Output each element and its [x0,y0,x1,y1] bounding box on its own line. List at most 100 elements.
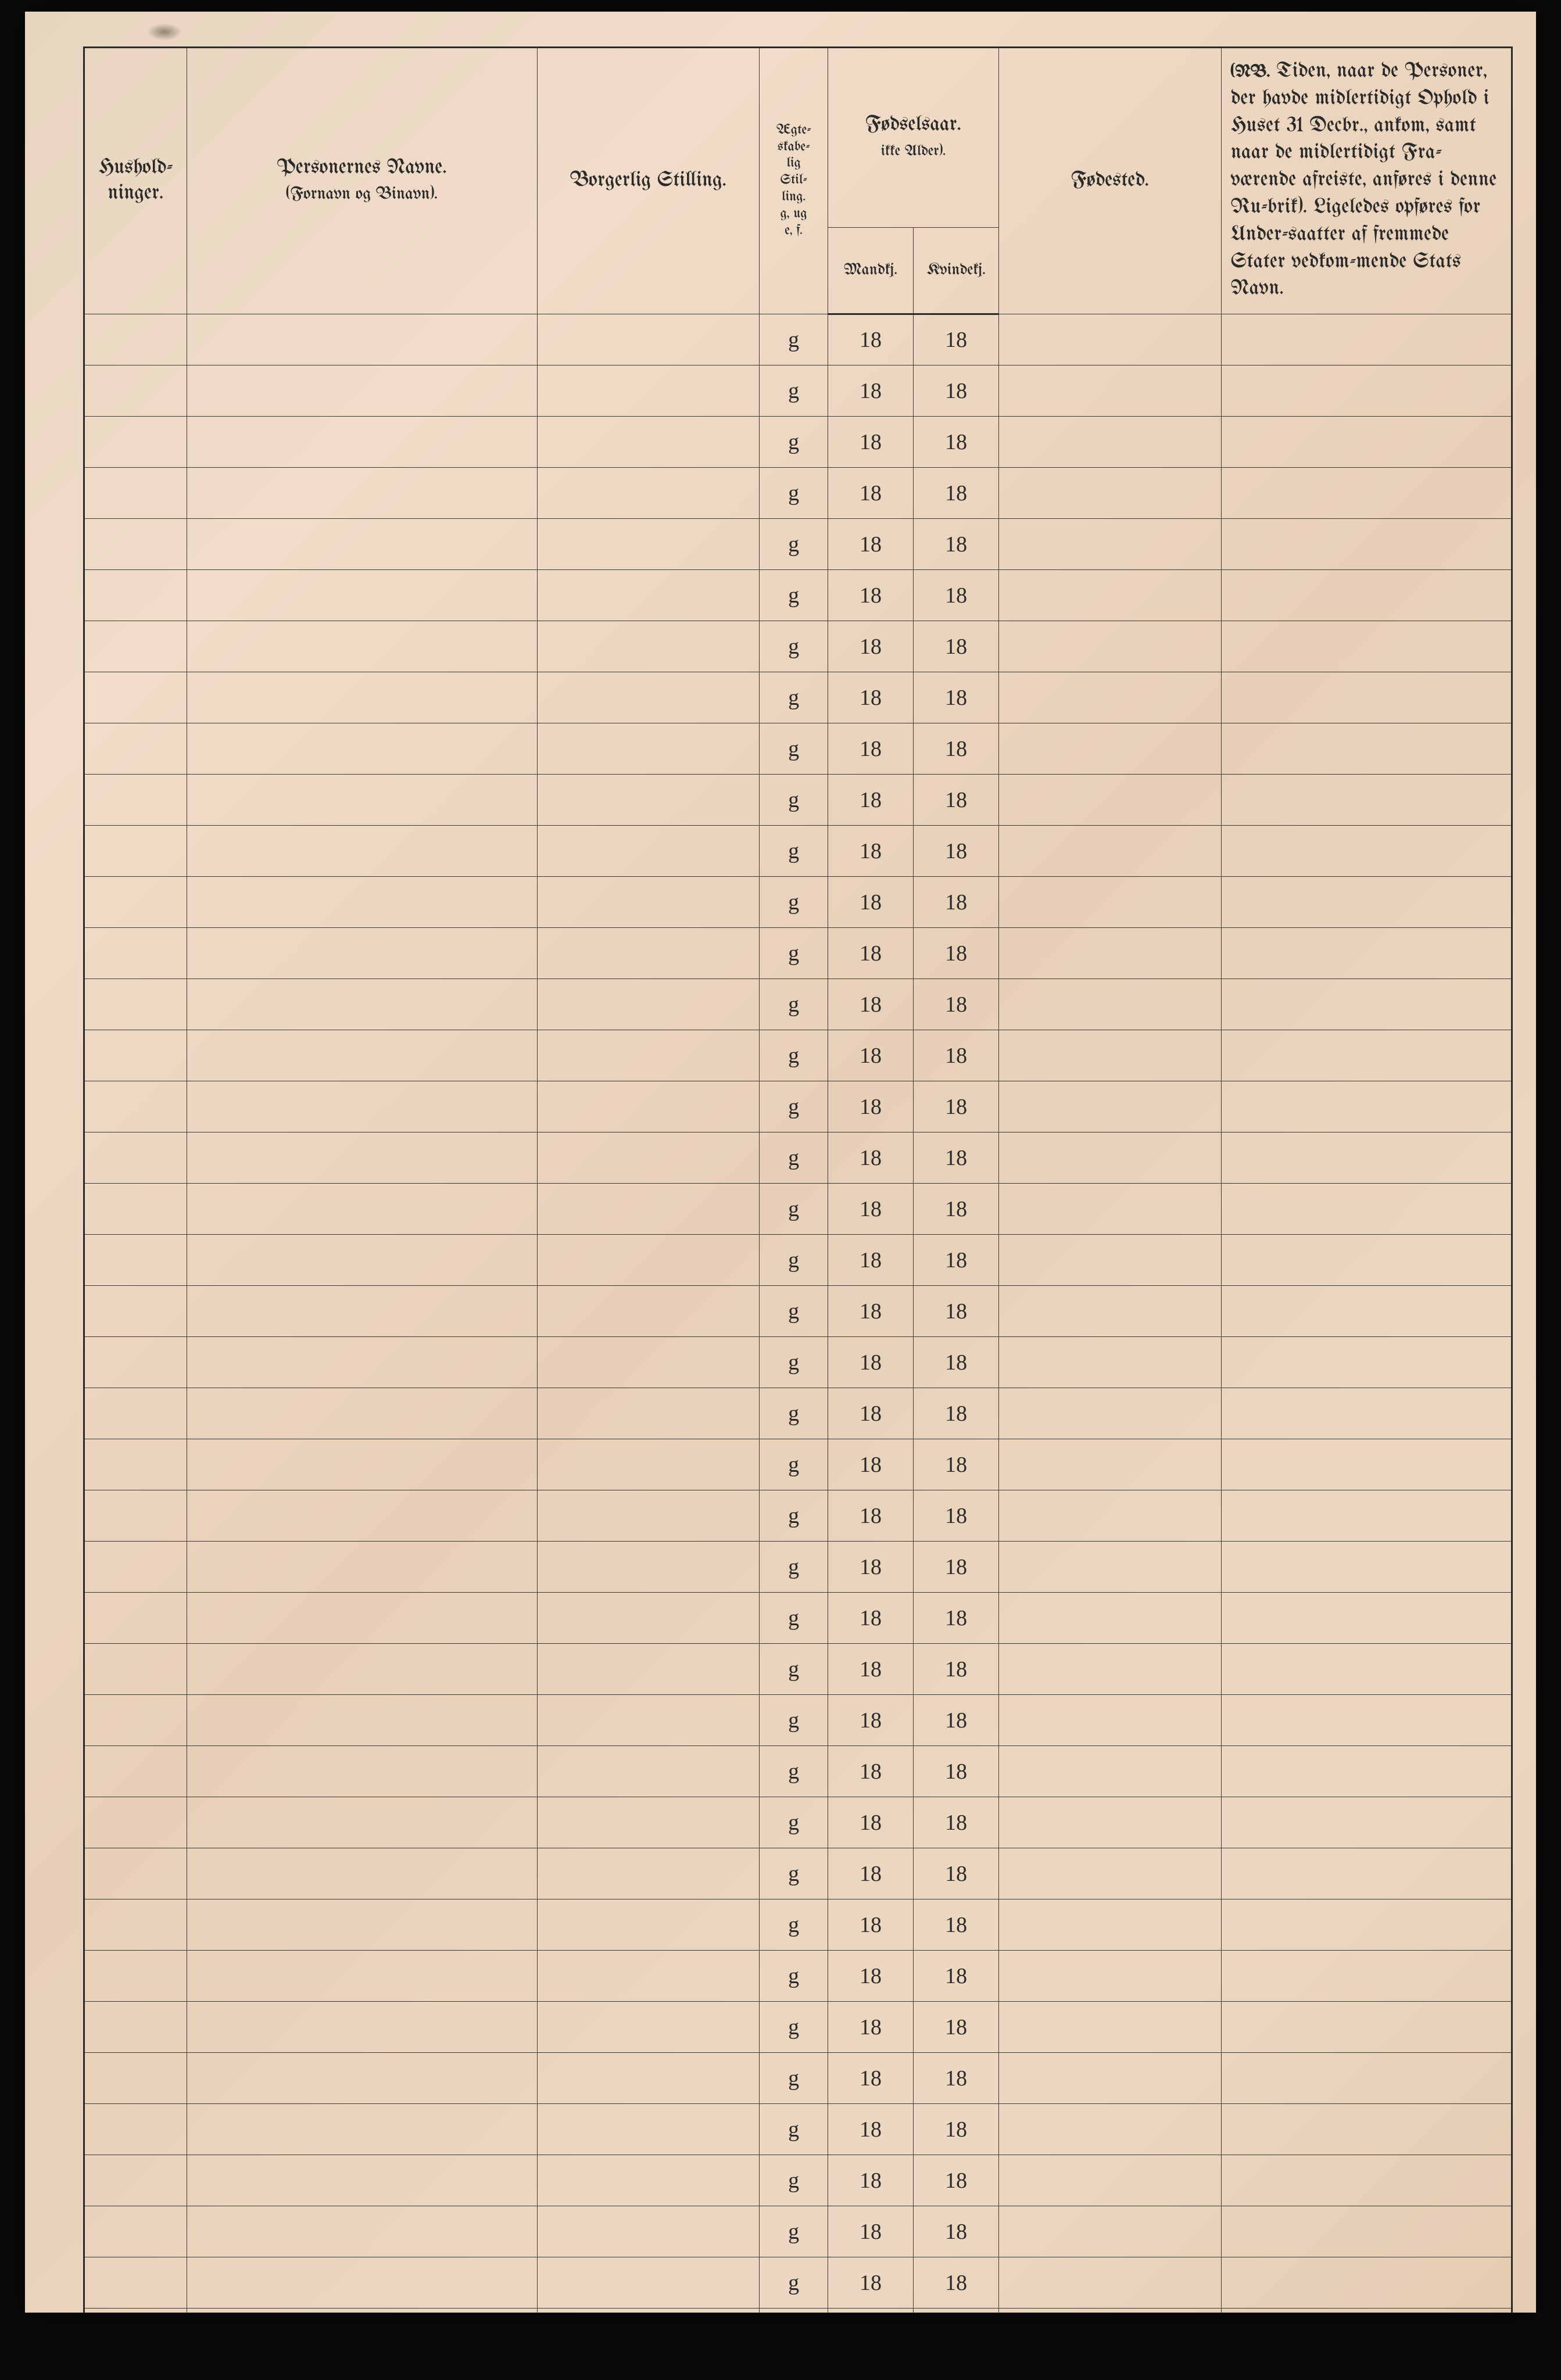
header-aegteskabelig: Ægte- skabe- lig Stil- ling. g, ug e, f. [760,48,828,314]
cell-mandkj: 18 [828,1542,913,1593]
cell-kvindekj: 18 [914,570,999,621]
cell-aegte: g [760,826,828,877]
cell-nb [1221,2104,1512,2155]
header-mandkj: Mandkj. [828,227,913,314]
table-row: g1818 [84,2155,1512,2206]
cell-mandkj: 18 [828,1081,913,1132]
cell-kvindekj: 18 [914,979,999,1030]
table-row: g1818 [84,570,1512,621]
cell-kvindekj: 18 [914,365,999,417]
cell-aegte: g [760,1388,828,1439]
cell-nb [1221,723,1512,775]
cell-mandkj: 18 [828,826,913,877]
cell-stilling [537,468,760,519]
cell-aegte: g [760,417,828,468]
cell-navne [187,1746,537,1797]
cell-fodested [999,2053,1222,2104]
cell-fodested [999,1030,1222,1081]
cell-nb [1221,1644,1512,1695]
cell-stilling [537,2257,760,2309]
table-row: g1818 [84,2206,1512,2257]
cell-hushold [84,979,187,1030]
cell-navne [187,1132,537,1184]
cell-mandkj: 18 [828,2257,913,2309]
cell-aegte: g [760,1899,828,1951]
cell-kvindekj: 18 [914,1797,999,1848]
header-kvindekj: Kvindekj. [914,227,999,314]
cell-nb [1221,1439,1512,1490]
cell-aegte: g [760,314,828,365]
cell-nb [1221,1030,1512,1081]
cell-navne [187,1593,537,1644]
cell-navne [187,1695,537,1746]
cell-mandkj: 18 [828,621,913,672]
cell-fodested [999,1235,1222,1286]
cell-kvindekj: 18 [914,519,999,570]
cell-kvindekj: 18 [914,2206,999,2257]
cell-stilling [537,2309,760,2313]
cell-kvindekj: 18 [914,1899,999,1951]
cell-mandkj: 18 [828,1030,913,1081]
cell-stilling [537,1542,760,1593]
cell-mandkj: 18 [828,1439,913,1490]
cell-stilling [537,826,760,877]
cell-kvindekj: 18 [914,1542,999,1593]
cell-fodested [999,1644,1222,1695]
cell-fodested [999,570,1222,621]
cell-fodested [999,979,1222,1030]
table-row: g1818 [84,621,1512,672]
cell-navne [187,1286,537,1337]
cell-kvindekj: 18 [914,2257,999,2309]
cell-navne [187,826,537,877]
cell-mandkj: 18 [828,2206,913,2257]
cell-hushold [84,2053,187,2104]
cell-mandkj: 18 [828,1286,913,1337]
cell-navne [187,1439,537,1490]
cell-nb [1221,2155,1512,2206]
table-row: g1818 [84,723,1512,775]
cell-fodested [999,1337,1222,1388]
cell-fodested [999,723,1222,775]
cell-hushold [84,621,187,672]
cell-navne [187,314,537,365]
cell-stilling [537,1132,760,1184]
cell-nb [1221,2053,1512,2104]
cell-hushold [84,1337,187,1388]
cell-nb [1221,1132,1512,1184]
cell-mandkj: 18 [828,1388,913,1439]
cell-mandkj: 18 [828,1797,913,1848]
cell-kvindekj: 18 [914,417,999,468]
cell-mandkj: 18 [828,314,913,365]
cell-kvindekj: 18 [914,1644,999,1695]
cell-stilling [537,1030,760,1081]
cell-stilling [537,775,760,826]
cell-stilling [537,2053,760,2104]
cell-nb [1221,2309,1512,2313]
table-row: g1818 [84,468,1512,519]
table-row: g1818 [84,1746,1512,1797]
cell-nb [1221,1388,1512,1439]
cell-hushold [84,1899,187,1951]
cell-kvindekj: 18 [914,1235,999,1286]
cell-mandkj: 18 [828,519,913,570]
cell-stilling [537,1081,760,1132]
cell-stilling [537,1337,760,1388]
cell-fodested [999,1593,1222,1644]
cell-kvindekj: 18 [914,826,999,877]
cell-navne [187,1030,537,1081]
cell-kvindekj: 18 [914,1695,999,1746]
cell-fodested [999,826,1222,877]
cell-mandkj: 18 [828,723,913,775]
cell-hushold [84,2257,187,2309]
table-row: g1818 [84,2053,1512,2104]
cell-navne [187,723,537,775]
table-row: g1818 [84,314,1512,365]
cell-mandkj: 18 [828,417,913,468]
cell-aegte: g [760,2257,828,2309]
cell-navne [187,1184,537,1235]
cell-kvindekj: 18 [914,672,999,723]
cell-fodested [999,417,1222,468]
cell-hushold [84,1951,187,2002]
cell-aegte: g [760,2155,828,2206]
cell-stilling [537,2206,760,2257]
